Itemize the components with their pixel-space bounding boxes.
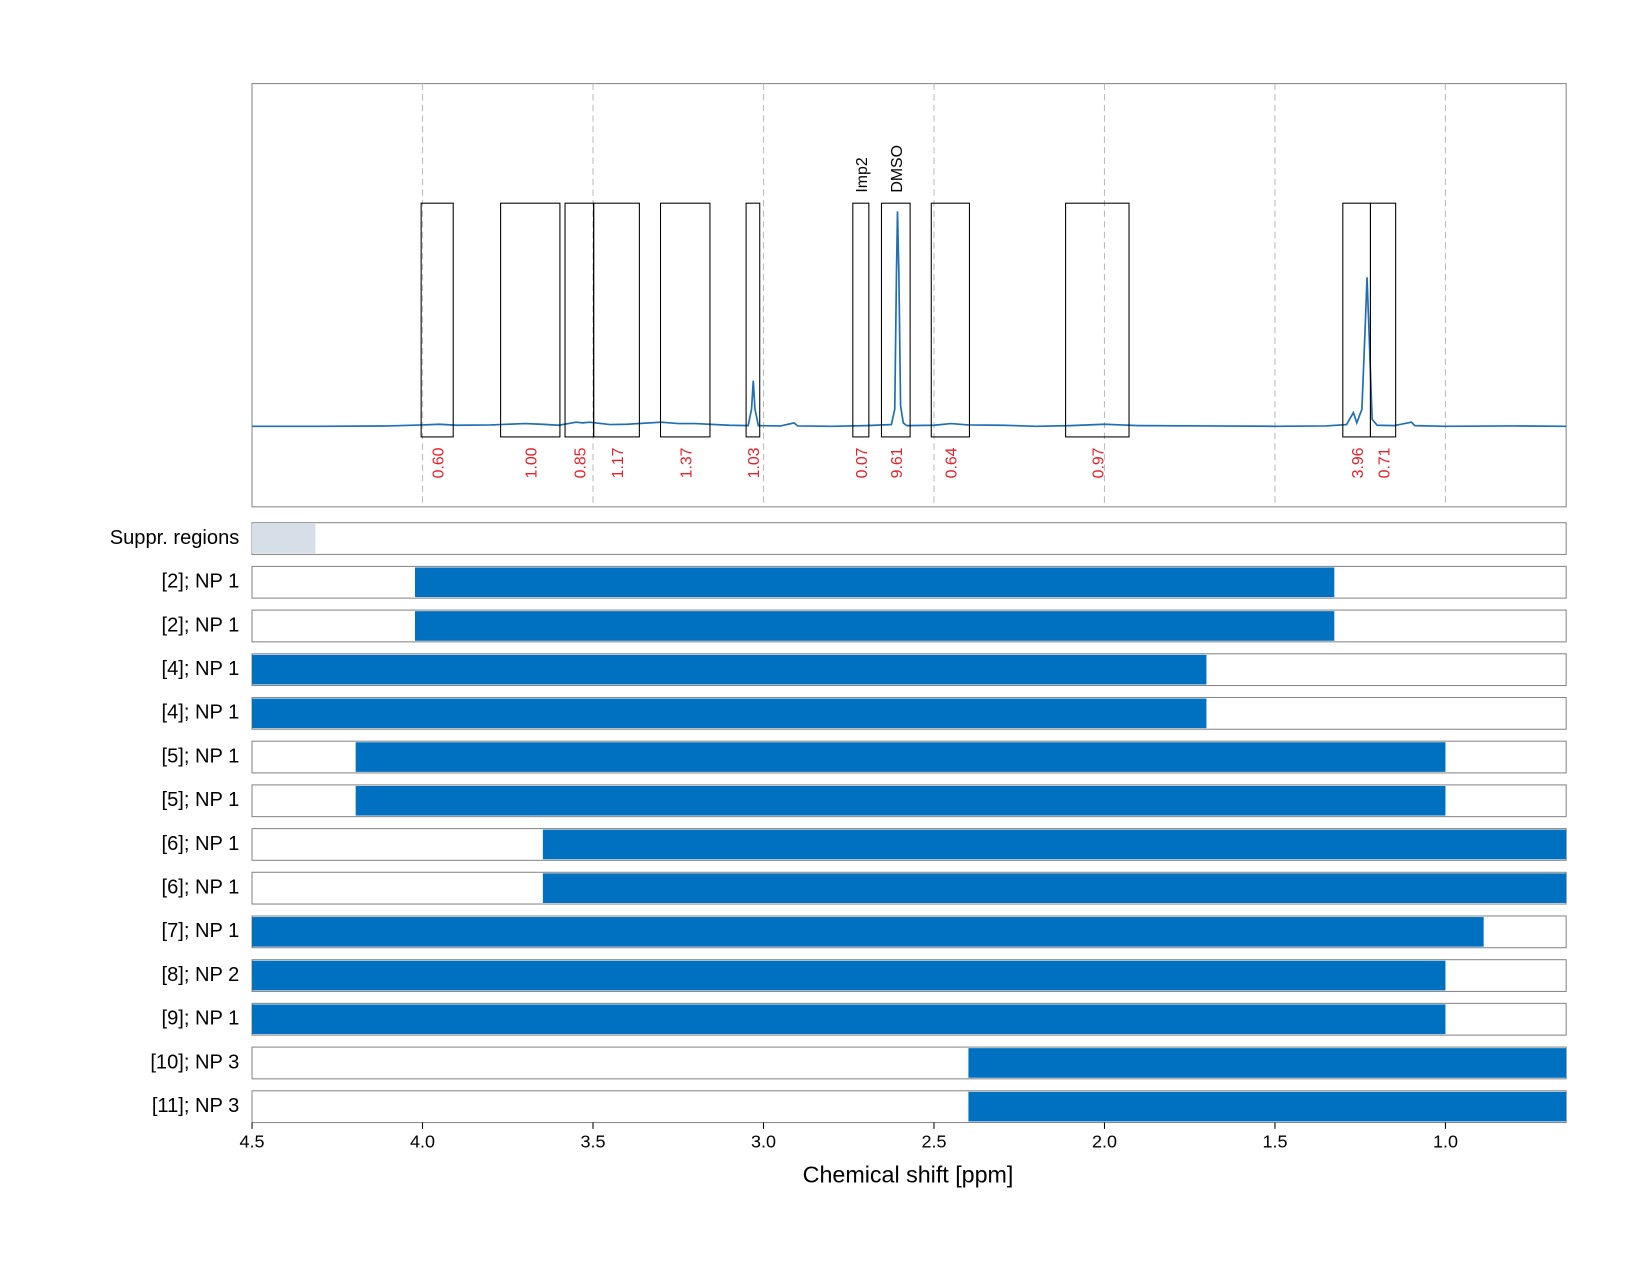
x-tick-label: 3.0 xyxy=(751,1131,776,1151)
row-label: [11]; NP 3 xyxy=(152,1095,240,1117)
integration-region xyxy=(745,202,761,438)
row-label: [4]; NP 1 xyxy=(161,702,239,724)
integration-region xyxy=(1065,202,1130,438)
row-label: [6]; NP 1 xyxy=(161,833,239,855)
integral-label: 3.96 xyxy=(1350,447,1367,478)
spectrum-line xyxy=(252,211,1567,428)
integration-region xyxy=(930,202,970,438)
integration-region xyxy=(593,202,640,438)
range-bar xyxy=(252,917,1484,947)
range-bar xyxy=(415,611,1335,641)
integral-label: 1.00 xyxy=(524,447,541,478)
row-label: [9]; NP 1 xyxy=(161,1008,239,1030)
row-label: [2]; NP 1 xyxy=(161,614,239,636)
range-bar xyxy=(252,698,1207,729)
row-label: [4]; NP 1 xyxy=(161,658,239,680)
integration-region xyxy=(880,202,911,438)
range-bar xyxy=(252,960,1446,991)
range-bar xyxy=(355,742,1446,772)
x-tick-label: 2.5 xyxy=(921,1131,946,1151)
integration-region xyxy=(420,202,454,438)
x-tick-label: 1.0 xyxy=(1433,1131,1458,1151)
range-bar xyxy=(542,873,1567,903)
integral-label: 0.64 xyxy=(944,447,961,478)
integral-label: 1.37 xyxy=(679,447,696,478)
integral-label: 1.03 xyxy=(746,447,763,478)
x-tick-label: 2.0 xyxy=(1092,1131,1117,1151)
plot-frame xyxy=(251,83,1567,508)
x-axis-label: Chemical shift [ppm] xyxy=(803,1162,1014,1188)
integral-label: 1.17 xyxy=(610,447,627,478)
x-tick-label: 1.5 xyxy=(1262,1131,1287,1151)
x-tick-label: 4.5 xyxy=(240,1131,265,1151)
integral-label: 0.60 xyxy=(430,447,447,478)
row-frame xyxy=(251,522,1567,555)
range-bar xyxy=(968,1091,1567,1122)
range-bar xyxy=(355,785,1446,816)
row-label: [8]; NP 2 xyxy=(161,964,239,986)
x-tick-label: 3.5 xyxy=(581,1131,606,1151)
x-tick-label: 4.0 xyxy=(410,1131,435,1151)
range-bar xyxy=(252,523,316,554)
integral-label: 0.07 xyxy=(854,447,871,478)
row-label: Suppr. regions xyxy=(110,527,240,549)
integration-region xyxy=(564,202,595,438)
integral-label: 9.61 xyxy=(889,447,906,478)
row-label: [10]; NP 3 xyxy=(150,1051,239,1073)
integration-region xyxy=(500,202,561,438)
integration-region xyxy=(852,202,870,438)
row-label: [5]; NP 1 xyxy=(161,745,239,767)
row-label: [5]; NP 1 xyxy=(161,789,239,811)
region-label: Imp2 xyxy=(854,157,871,192)
integral-label: 0.71 xyxy=(1376,447,1393,478)
range-bar xyxy=(968,1048,1567,1078)
region-label: DMSO xyxy=(889,145,906,193)
range-bar xyxy=(415,567,1335,598)
integration-region xyxy=(659,202,711,438)
row-label: [2]; NP 1 xyxy=(161,571,239,593)
row-label: [6]; NP 1 xyxy=(161,876,239,898)
row-label: [7]; NP 1 xyxy=(161,920,239,942)
integral-label: 0.85 xyxy=(573,447,590,478)
range-bar xyxy=(252,1004,1446,1035)
range-bar xyxy=(252,654,1207,685)
range-bar xyxy=(542,829,1567,860)
integration-region xyxy=(1369,202,1397,438)
integral-label: 0.97 xyxy=(1091,447,1108,478)
